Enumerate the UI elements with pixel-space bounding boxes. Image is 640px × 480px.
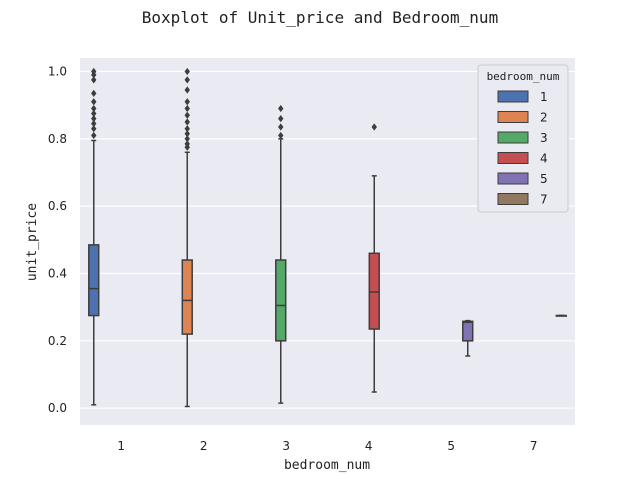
y-axis-label: unit_price bbox=[25, 203, 40, 281]
box-group-1 bbox=[88, 67, 100, 406]
legend-label: 4 bbox=[540, 152, 548, 166]
outlier-point bbox=[184, 67, 190, 76]
outlier-point bbox=[184, 111, 190, 119]
outlier-point bbox=[184, 98, 190, 106]
legend-swatch bbox=[497, 152, 529, 164]
legend-swatch bbox=[497, 131, 529, 144]
box-group-4 bbox=[368, 123, 380, 393]
legend-swatch bbox=[497, 111, 529, 123]
x-tick-label: 2 bbox=[200, 439, 208, 453]
box-group-2 bbox=[181, 67, 193, 408]
y-tick-label: 0.2 bbox=[48, 334, 67, 348]
outlier-point bbox=[184, 140, 190, 148]
box-group-7 bbox=[555, 314, 567, 317]
outlier-point bbox=[184, 130, 190, 138]
y-tick-label: 0.4 bbox=[48, 266, 67, 280]
y-tick-label: 0.8 bbox=[48, 132, 67, 146]
outlier-point bbox=[91, 115, 97, 123]
outlier-point bbox=[91, 120, 97, 128]
outlier-point bbox=[278, 123, 284, 131]
chart-title: Boxplot of Unit_price and Bedroom_num bbox=[142, 8, 498, 27]
x-tick-label: 7 bbox=[530, 439, 538, 453]
outlier-point bbox=[91, 89, 97, 97]
box-iqr bbox=[275, 259, 287, 342]
x-axis-label: bedroom_num bbox=[284, 458, 370, 473]
boxes bbox=[88, 67, 567, 408]
legend-swatch bbox=[497, 172, 529, 185]
box-iqr bbox=[462, 320, 474, 342]
box-iqr bbox=[368, 252, 380, 330]
legend-label: 2 bbox=[540, 111, 548, 125]
legend-label: 1 bbox=[540, 90, 548, 104]
outlier-point bbox=[184, 118, 190, 126]
x-tick-label: 1 bbox=[117, 439, 125, 453]
y-tick-label: 0.6 bbox=[48, 199, 67, 213]
legend: bedroom_num 1 2 3 4 5 7 bbox=[477, 64, 569, 213]
outlier-point bbox=[91, 131, 97, 140]
outlier-point bbox=[184, 125, 190, 133]
y-tick-label: 1.0 bbox=[48, 64, 67, 78]
x-tick-label: 3 bbox=[282, 439, 290, 453]
outlier-point bbox=[91, 109, 97, 118]
outlier-point bbox=[184, 76, 190, 84]
legend-swatch bbox=[497, 193, 529, 205]
y-axis-ticks: 0.0 0.2 0.4 0.6 0.8 1.0 bbox=[48, 64, 67, 415]
x-tick-label: 5 bbox=[447, 439, 455, 453]
outlier-point bbox=[91, 125, 97, 133]
outlier-point bbox=[91, 76, 97, 84]
outlier-point bbox=[278, 104, 284, 113]
outlier-point bbox=[278, 131, 284, 140]
x-axis-ticks: 1 2 3 4 5 7 bbox=[117, 439, 537, 453]
legend-label: 3 bbox=[540, 131, 548, 145]
y-tick-label: 0.0 bbox=[48, 401, 67, 415]
box-iqr bbox=[88, 244, 100, 317]
box-group-3 bbox=[275, 104, 287, 404]
legend-title: bedroom_num bbox=[487, 70, 560, 83]
outlier-point bbox=[184, 135, 190, 143]
outlier-point bbox=[91, 67, 97, 76]
outlier-point bbox=[184, 86, 190, 94]
legend-label: 5 bbox=[540, 172, 548, 186]
outlier-point bbox=[91, 98, 97, 106]
legend-swatch bbox=[497, 90, 529, 103]
x-tick-label: 4 bbox=[365, 439, 373, 453]
outlier-point bbox=[278, 115, 284, 123]
outlier-point bbox=[371, 123, 377, 131]
outlier-point bbox=[91, 104, 97, 113]
legend-label: 7 bbox=[540, 193, 548, 207]
box-iqr bbox=[181, 259, 193, 335]
box-group-5 bbox=[462, 319, 474, 357]
outlier-point bbox=[184, 104, 190, 113]
